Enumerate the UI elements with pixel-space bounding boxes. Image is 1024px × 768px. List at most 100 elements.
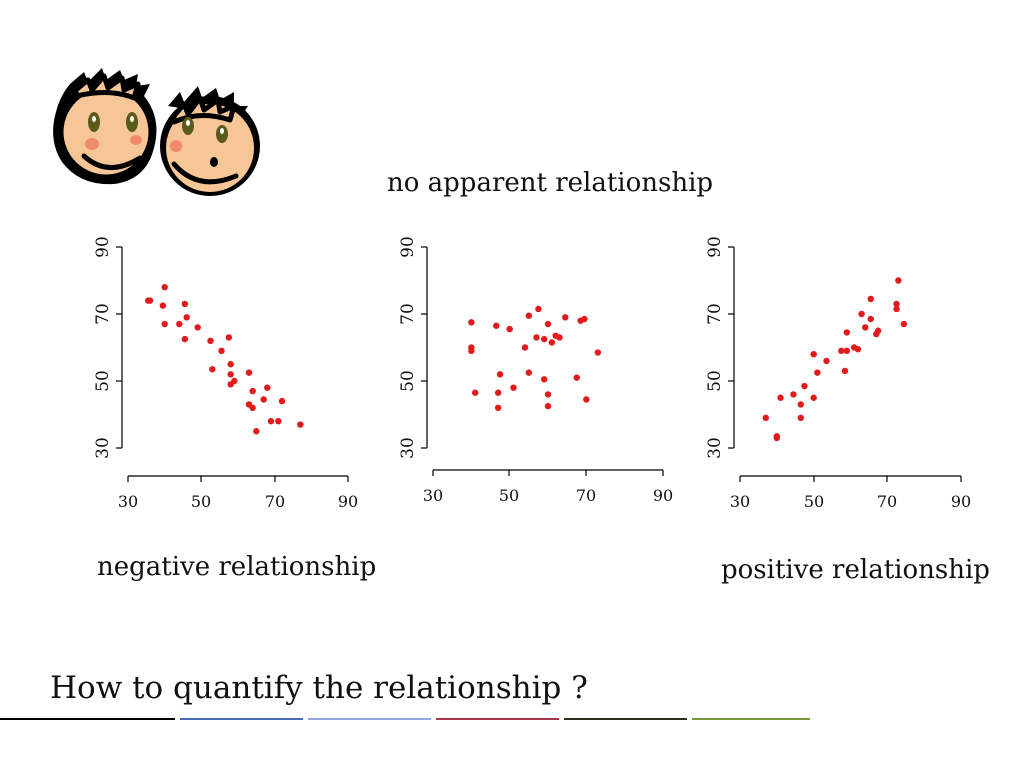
data-point [225,334,233,341]
y-tick-label: 30 [93,437,113,459]
data-point [562,314,569,321]
data-point [181,300,189,308]
data-point [159,302,167,309]
x-tick-label: 30 [118,492,138,511]
data-point [893,305,900,313]
data-point [874,327,882,334]
y-tick-label: 30 [398,437,418,459]
y-tick-label: 70 [398,303,418,325]
data-point [278,397,286,405]
data-point [468,319,475,326]
data-point [533,334,540,341]
data-point [249,387,256,395]
data-point [525,312,533,319]
data-point [227,361,234,368]
x-tick-label: 30 [730,492,750,511]
data-point [231,377,238,385]
data-point [854,345,862,353]
x-tick-label: 70 [877,492,897,511]
data-point [194,324,201,331]
y-tick-label: 70 [705,303,725,325]
data-point [548,339,556,346]
data-point [267,418,275,425]
left-caption: negative relationship [97,552,377,582]
data-point [581,315,588,323]
data-point [161,284,168,291]
data-point [183,314,190,321]
data-point [264,384,271,391]
data-point [227,371,234,378]
y-tick-label: 90 [705,236,725,258]
data-point [790,391,797,398]
data-point [176,320,183,328]
scatter-chart-negative: 30 50 70 90 30 50 70 90 [93,236,358,511]
data-point [471,389,479,396]
scatter-chart-none: 30 50 70 90 30 50 70 90 [398,236,673,505]
data-point [900,320,908,328]
scatter-chart-positive: 30 50 70 90 30 50 70 90 [705,236,971,511]
data-point [556,334,563,341]
footer-line [692,718,810,720]
data-point [823,357,830,365]
y-tick-label: 50 [398,370,418,392]
y-tick-label: 30 [705,437,725,459]
data-point [773,434,781,442]
x-tick-label: 70 [576,486,596,505]
data-point [762,414,769,422]
y-tick-label: 50 [705,370,725,392]
data-point [297,421,304,428]
data-point [594,349,602,356]
y-tick-label: 90 [398,236,418,258]
data-point [544,402,552,410]
data-point [797,401,804,408]
data-point [777,394,784,401]
data-point [181,335,189,343]
data-point [858,310,865,318]
data-point [843,347,851,355]
y-tick-label: 70 [93,303,113,325]
data-point [245,369,253,376]
data-point [468,347,475,355]
data-point [544,391,552,398]
data-point [540,335,548,343]
data-point [544,320,552,328]
data-point [540,376,548,383]
x-tick-label: 90 [653,486,673,505]
data-point [867,295,874,303]
x-tick-label: 50 [499,486,519,505]
data-point [810,394,817,401]
data-point [493,322,500,329]
data-point [494,404,502,411]
x-tick-label: 50 [804,492,824,511]
data-point [496,371,504,378]
data-point [253,428,260,435]
middle-caption: no apparent relationship [387,168,714,198]
y-tick-label: 90 [93,236,113,258]
data-point [218,347,225,355]
right-caption: positive relationship [721,555,990,585]
data-point [275,418,282,425]
data-point [506,325,513,333]
data-point [862,324,869,331]
data-point [814,369,821,376]
data-point [494,389,502,396]
data-point [207,337,214,344]
data-point [843,329,851,336]
data-point [895,277,902,284]
data-point [801,382,808,390]
x-tick-label: 90 [338,492,358,511]
data-point [146,297,154,304]
question-text: How to quantify the relationship ? [50,670,588,706]
data-point [209,366,216,373]
data-point [260,396,267,403]
data-point [841,367,849,375]
footer-line [308,718,431,720]
x-tick-label: 70 [265,492,285,511]
data-point [510,384,517,391]
data-point [867,315,874,323]
x-tick-label: 50 [191,492,211,511]
data-point [838,347,845,355]
data-point [893,300,900,308]
data-point [535,305,542,313]
footer-line [564,718,687,720]
